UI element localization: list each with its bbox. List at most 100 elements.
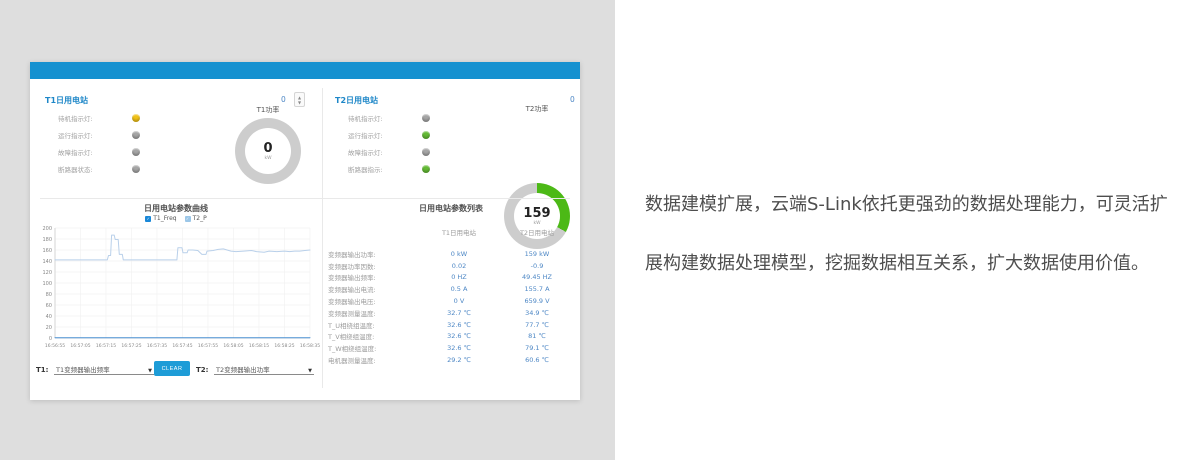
indicator-dot [132, 113, 140, 122]
power-gauge-t2: 159 kW [504, 183, 570, 249]
svg-text:16:58:05: 16:58:05 [223, 343, 243, 349]
table-row: 变频器输出电压: 0 V 659.9 V [328, 295, 576, 307]
gauge-label-t1: T1功率 [256, 106, 280, 114]
indicator-row: 运行指示灯: [348, 126, 430, 143]
table-row: 变频器输出电流: 0.5 A 155.7 A [328, 283, 576, 295]
chart-title: 日用电站参数曲线 [144, 204, 208, 213]
stepper-down-icon[interactable]: ▼ [297, 99, 302, 105]
svg-text:16:58:15: 16:58:15 [249, 343, 269, 349]
gauge-label-t2: T2功率 [525, 105, 549, 113]
gauge-unit-t2: kW [533, 220, 541, 226]
svg-text:16:57:05: 16:57:05 [70, 343, 90, 349]
row-label: T_W相绕组温度: [328, 345, 377, 354]
table-title: 日用电站参数列表 [419, 204, 483, 213]
svg-text:0: 0 [49, 336, 52, 342]
svg-text:16:57:45: 16:57:45 [172, 343, 192, 349]
column-header-t1: T1日用电站 [441, 229, 477, 237]
indicator-label: 运行指示灯: [58, 131, 93, 140]
t1-select-value: T1变频器输出频率 [56, 366, 110, 374]
t2-select-label: T2: [196, 366, 209, 374]
row-label: T_U相绕组温度: [328, 321, 375, 330]
table-row: T_W相绕组温度: 32.6 ℃ 79.1 ℃ [328, 342, 576, 354]
legend-item[interactable]: ✓ T2_P [184, 215, 207, 222]
row-value-t1: 29.2 ℃ [447, 356, 471, 365]
gauge-value-t2: 159 [523, 205, 551, 221]
svg-text:16:58:35: 16:58:35 [300, 343, 320, 349]
row-label: T_V相绕组温度: [328, 333, 375, 342]
table-row: T_V相绕组温度: 32.6 ℃ 81 ℃ [328, 331, 576, 343]
row-value-t2: -0.9 [530, 261, 544, 270]
indicator-label: 待机指示灯: [348, 114, 383, 123]
row-value-t1: 32.6 ℃ [447, 320, 471, 329]
indicator-dot [422, 113, 430, 122]
indicator-row: 断路器状态: [58, 160, 140, 177]
indicator-row: 待机指示灯: [348, 109, 430, 126]
t1-param-select[interactable]: T1变频器输出频率 ▼ [54, 361, 154, 375]
row-value-t1: 32.7 ℃ [447, 308, 471, 317]
counter-stepper-t1[interactable]: ▲ ▼ [294, 92, 305, 107]
indicator-label: 故障指示灯: [58, 148, 93, 157]
horizontal-divider [40, 198, 570, 199]
line-chart: 0 20 40 60 80 100 120 140 160 180 200 16:56:55 16:57… [42, 226, 320, 349]
station-title-t1: T1日用电站 [45, 96, 89, 105]
legend-checkbox-icon: ✓ [145, 215, 152, 222]
row-value-t1: 32.6 ℃ [447, 344, 471, 353]
table-row: 变频器功率因数: 0.02 -0.9 [328, 260, 576, 272]
chevron-down-icon: ▼ [148, 368, 152, 374]
row-value-t1: 0.02 [451, 261, 467, 270]
station-counter-t1: 0 [281, 95, 286, 104]
indicator-dot [132, 130, 140, 139]
legend-checkbox-icon: ✓ [184, 215, 191, 222]
table-row: 变频器测量温度: 32.7 ℃ 34.9 ℃ [328, 307, 576, 319]
row-value-t2: 34.9 ℃ [525, 308, 549, 317]
svg-text:200: 200 [42, 226, 52, 232]
chart-legend: ✓ T1_Freq ✓ T2_P [30, 215, 322, 222]
indicator-row: 待机指示灯: [58, 109, 140, 126]
stepper-up-icon[interactable]: ▲ [297, 94, 302, 100]
svg-text:16:58:25: 16:58:25 [274, 343, 294, 349]
row-label: 变频器输出功率: [328, 250, 376, 259]
svg-text:100: 100 [42, 281, 52, 287]
table-row: 变频器输出频率: 0 HZ 49.45 HZ [328, 272, 576, 284]
gauge-value-t1: 0 [263, 140, 273, 156]
t1-select-label: T1: [36, 366, 49, 374]
row-label: 变频器输出电流: [328, 286, 376, 295]
row-value-t2: 159 kW [524, 249, 550, 258]
row-value-t1: 0 kW [450, 249, 468, 258]
row-label: 变频器测量温度: [328, 309, 376, 318]
row-value-t1: 0.5 A [450, 285, 468, 294]
table-row: 变频器输出功率: 0 kW 159 kW [328, 248, 576, 260]
t2-select-value: T2变频器输出功率 [216, 366, 270, 374]
indicator-row: 运行指示灯: [58, 126, 140, 143]
table-header: T1日用电站 T2日用电站 [328, 226, 576, 238]
indicator-label: 故障指示灯: [348, 148, 383, 157]
indicator-label: 断路器状态: [58, 165, 93, 174]
svg-text:20: 20 [46, 325, 52, 331]
dashboard-screenshot: T1日用电站 0 ▲ ▼ 待机指示灯: 运行指示灯: 故障指示灯: 断路器状态: T1… [30, 62, 580, 400]
row-value-t2: 77.7 ℃ [525, 320, 549, 329]
svg-text:40: 40 [46, 314, 52, 320]
svg-text:120: 120 [42, 270, 52, 276]
row-value-t1: 32.6 ℃ [447, 332, 471, 341]
gauge-unit-t1: kW [264, 155, 272, 161]
t2-param-select[interactable]: T2变频器输出功率 ▼ [214, 361, 314, 375]
indicator-row: 故障指示灯: [348, 143, 430, 160]
row-label: 变频器功率因数: [328, 262, 376, 271]
station-counter-t2: 0 [570, 95, 575, 104]
power-gauge-t1: 0 kW [235, 118, 301, 184]
row-value-t2: 79.1 ℃ [525, 344, 549, 353]
indicator-label: 断路器指示: [348, 165, 383, 174]
dashboard-header-bar [30, 62, 580, 79]
legend-item[interactable]: ✓ T1_Freq [145, 215, 177, 222]
indicator-label: 运行指示灯: [348, 131, 383, 140]
svg-text:16:57:25: 16:57:25 [121, 343, 141, 349]
svg-text:160: 160 [42, 248, 52, 254]
row-value-t2: 81 ℃ [528, 332, 546, 341]
vertical-divider [322, 88, 323, 388]
column-header-t2: T2日用电站 [519, 229, 555, 237]
indicator-dot [132, 147, 140, 156]
legend-label: T2_P [192, 215, 207, 222]
clear-button[interactable]: CLEAR [154, 361, 190, 376]
row-value-t2: 659.9 V [524, 297, 550, 306]
